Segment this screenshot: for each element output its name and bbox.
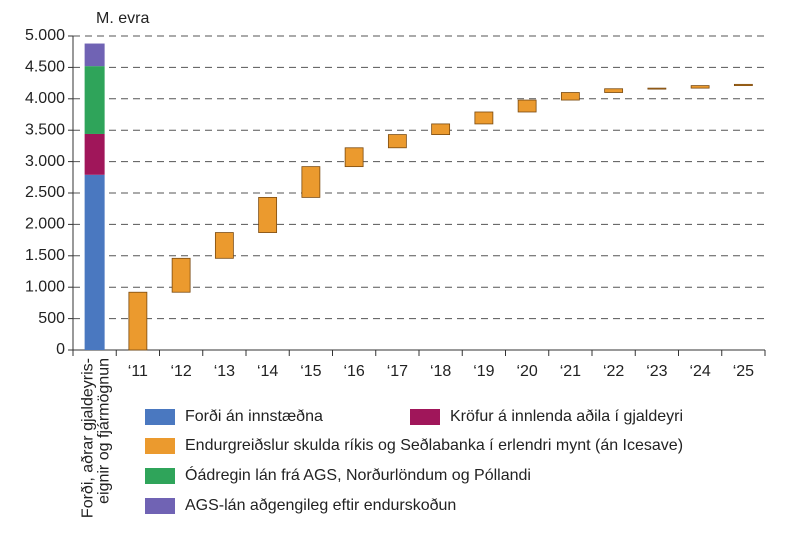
x-tick-label: ‘19 bbox=[473, 363, 494, 380]
y-tick-label: 3.000 bbox=[25, 153, 65, 170]
bar bbox=[301, 166, 321, 198]
bar bbox=[84, 66, 105, 134]
legend-label: Kröfur á innlenda aðila í gjaldeyri bbox=[450, 408, 683, 425]
x-tick-label: ‘23 bbox=[646, 363, 667, 380]
legend-swatch bbox=[145, 409, 175, 425]
bar bbox=[431, 123, 451, 135]
y-tick-label: 5.000 bbox=[25, 27, 65, 44]
y-tick-label: 2.500 bbox=[25, 184, 65, 201]
y-tick-label: 2.000 bbox=[25, 216, 65, 233]
y-axis-label: M. evra bbox=[96, 10, 149, 27]
bar bbox=[517, 99, 537, 113]
x-tick-label: ‘22 bbox=[603, 363, 624, 380]
bar bbox=[690, 85, 710, 89]
legend-label: Endurgreiðslur skulda ríkis og Seðlabank… bbox=[185, 437, 683, 454]
y-tick-label: 3.500 bbox=[25, 121, 65, 138]
bar bbox=[387, 134, 407, 149]
x-tick-label: ‘18 bbox=[430, 363, 451, 380]
x-tick-label: ‘15 bbox=[300, 363, 321, 380]
x-tick-label: ‘17 bbox=[387, 363, 408, 380]
bar bbox=[84, 133, 105, 175]
bar bbox=[214, 232, 234, 259]
bar bbox=[733, 83, 753, 87]
x-tick-label: ‘14 bbox=[257, 363, 278, 380]
x-tick-label: ‘25 bbox=[733, 363, 754, 380]
x-tick-label: ‘24 bbox=[689, 363, 710, 380]
bar bbox=[171, 257, 191, 293]
y-tick-label: 4.000 bbox=[25, 90, 65, 107]
legend-swatch bbox=[145, 498, 175, 514]
x-tick-label: ‘12 bbox=[170, 363, 191, 380]
x-tick-label: ‘13 bbox=[214, 363, 235, 380]
bar bbox=[84, 43, 105, 67]
legend-swatch bbox=[410, 409, 440, 425]
y-tick-label: 0 bbox=[56, 341, 65, 358]
bar bbox=[647, 87, 667, 90]
bar bbox=[604, 88, 624, 93]
x-tick-label: ‘11 bbox=[128, 363, 148, 380]
y-tick-label: 1.000 bbox=[25, 278, 65, 295]
bar bbox=[258, 196, 278, 233]
bar bbox=[560, 92, 580, 101]
y-tick-label: 1.500 bbox=[25, 247, 65, 264]
x-tick-label: ‘16 bbox=[343, 363, 364, 380]
legend-label: Óádregin lán frá AGS, Norðurlöndum og Pó… bbox=[185, 465, 531, 484]
x-tick-label: ‘20 bbox=[516, 363, 537, 380]
legend-label: AGS-lán aðgengileg eftir endurskoðun bbox=[185, 497, 456, 514]
x-tick-label: ‘21 bbox=[560, 363, 581, 380]
legend-label: Forði án innstæðna bbox=[185, 408, 323, 425]
y-tick-label: 4.500 bbox=[25, 59, 65, 76]
legend-swatch bbox=[145, 468, 175, 484]
bar bbox=[344, 147, 364, 168]
bar bbox=[474, 111, 494, 125]
bar bbox=[84, 174, 105, 350]
legend-swatch bbox=[145, 438, 175, 454]
y-tick-label: 500 bbox=[38, 310, 65, 327]
x-tick-label: Forði, aðrar gjaldeyris-eignir og fjármö… bbox=[80, 358, 113, 518]
bar bbox=[128, 291, 148, 351]
